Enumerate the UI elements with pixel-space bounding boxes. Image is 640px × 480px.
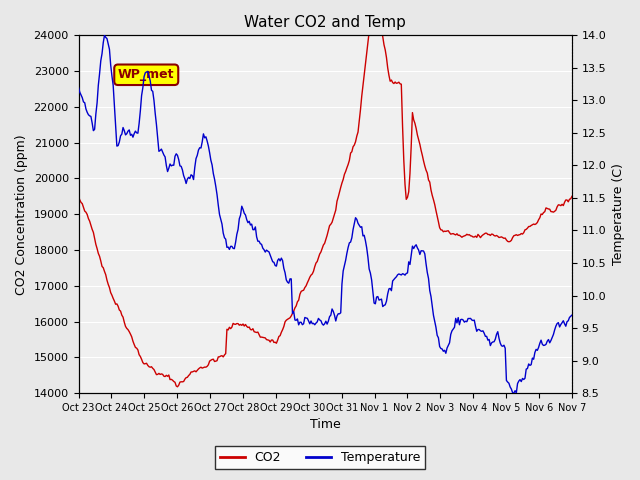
Title: Water CO2 and Temp: Water CO2 and Temp xyxy=(244,15,406,30)
Text: WP_met: WP_met xyxy=(118,68,175,81)
Y-axis label: Temperature (C): Temperature (C) xyxy=(612,163,625,265)
Legend: CO2, Temperature: CO2, Temperature xyxy=(214,446,426,469)
X-axis label: Time: Time xyxy=(310,419,340,432)
Y-axis label: CO2 Concentration (ppm): CO2 Concentration (ppm) xyxy=(15,134,28,295)
